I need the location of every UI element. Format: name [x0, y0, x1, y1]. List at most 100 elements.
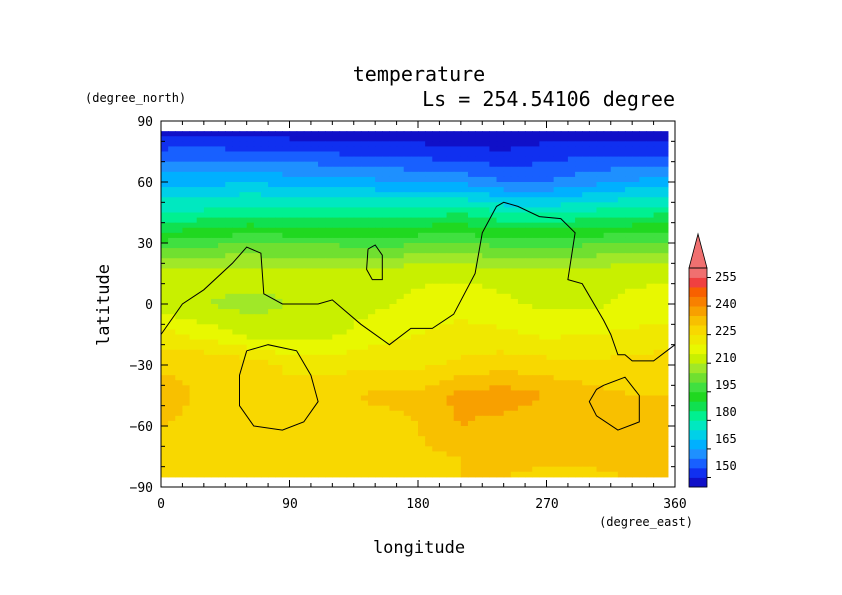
temperature-cell [517, 334, 526, 341]
temperature-cell [332, 237, 341, 244]
temperature-cell [539, 349, 548, 356]
temperature-cell [389, 370, 398, 376]
temperature-cell [332, 471, 341, 478]
temperature-cell [260, 146, 269, 153]
temperature-cell [539, 344, 548, 351]
temperature-cell [410, 176, 419, 183]
temperature-cell [425, 319, 433, 325]
temperature-cell [453, 222, 462, 229]
temperature-cell [260, 456, 269, 463]
temperature-cell [546, 212, 555, 219]
temperature-cell [510, 176, 519, 183]
temperature-cell [210, 232, 219, 239]
temperature-cell [603, 187, 612, 193]
temperature-cell [268, 176, 276, 183]
temperature-cell [660, 237, 669, 244]
temperature-cell [432, 466, 441, 473]
temperature-cell [246, 171, 255, 178]
temperature-cell [189, 197, 198, 203]
temperature-cell [517, 420, 526, 427]
temperature-cell [432, 171, 441, 178]
temperature-cell [296, 207, 305, 214]
temperature-cell [218, 258, 226, 264]
temperature-cell [232, 431, 241, 437]
temperature-cell [268, 456, 276, 463]
temperature-cell [168, 354, 176, 361]
temperature-cell [639, 273, 648, 280]
temperature-cell [446, 385, 455, 392]
temperature-cell [339, 283, 348, 290]
temperature-cell [596, 471, 605, 478]
temperature-cell [625, 293, 633, 300]
temperature-cell [589, 309, 598, 315]
temperature-cell [560, 375, 569, 381]
temperature-cell [268, 182, 276, 188]
temperature-cell [467, 436, 476, 442]
temperature-cell [239, 253, 248, 259]
temperature-cell [168, 426, 176, 432]
temperature-cell [660, 166, 669, 173]
temperature-cell [432, 136, 441, 142]
temperature-cell [589, 390, 598, 397]
temperature-cell [389, 415, 398, 422]
temperature-cell [268, 385, 276, 392]
temperature-cell [289, 202, 298, 209]
temperature-cell [532, 354, 540, 361]
temperature-cell [396, 212, 405, 219]
temperature-cell [503, 273, 512, 280]
temperature-cell [161, 405, 169, 412]
temperature-cell [489, 354, 498, 361]
temperature-cell [239, 410, 248, 417]
temperature-cell [567, 405, 576, 412]
temperature-cell [289, 146, 298, 153]
temperature-cell [496, 395, 505, 402]
temperature-cell [375, 232, 383, 239]
temperature-cell [368, 202, 376, 209]
temperature-cell [453, 385, 462, 392]
temperature-cell [318, 187, 326, 193]
temperature-cell [175, 380, 184, 386]
temperature-cell [603, 400, 612, 407]
temperature-cell [610, 400, 619, 407]
temperature-cell [603, 436, 612, 442]
temperature-cell [189, 375, 198, 381]
temperature-cell [168, 390, 176, 397]
temperature-cell [296, 314, 305, 320]
temperature-cell [432, 461, 441, 468]
temperature-cell [239, 237, 248, 244]
temperature-cell [503, 207, 512, 214]
temperature-cell [389, 217, 398, 224]
temperature-cell [360, 380, 369, 386]
temperature-cell [189, 253, 198, 259]
temperature-cell [296, 359, 305, 366]
temperature-cell [582, 293, 590, 300]
temperature-cell [517, 222, 526, 229]
temperature-cell [418, 156, 426, 163]
temperature-cell [389, 141, 398, 148]
temperature-cell [346, 268, 355, 275]
temperature-cell [332, 232, 341, 239]
temperature-cell [575, 182, 583, 188]
temperature-cell [196, 197, 205, 203]
temperature-cell [625, 309, 633, 315]
temperature-cell [389, 268, 398, 275]
temperature-cell [189, 151, 198, 158]
temperature-cell [546, 141, 555, 148]
temperature-cell [496, 415, 505, 422]
temperature-cell [553, 237, 562, 244]
temperature-cell [510, 136, 519, 142]
temperature-cell [553, 314, 562, 320]
temperature-cell [253, 237, 262, 244]
temperature-cell [639, 471, 648, 478]
temperature-cell [532, 192, 540, 198]
temperature-cell [453, 471, 462, 478]
temperature-cell [567, 359, 576, 366]
temperature-cell [489, 375, 498, 381]
temperature-cell [161, 217, 169, 224]
temperature-cell [346, 359, 355, 366]
temperature-cell [332, 182, 341, 188]
temperature-cell [275, 222, 283, 229]
temperature-cell [218, 319, 226, 325]
temperature-cell [175, 298, 184, 305]
temperature-cell [425, 420, 433, 427]
